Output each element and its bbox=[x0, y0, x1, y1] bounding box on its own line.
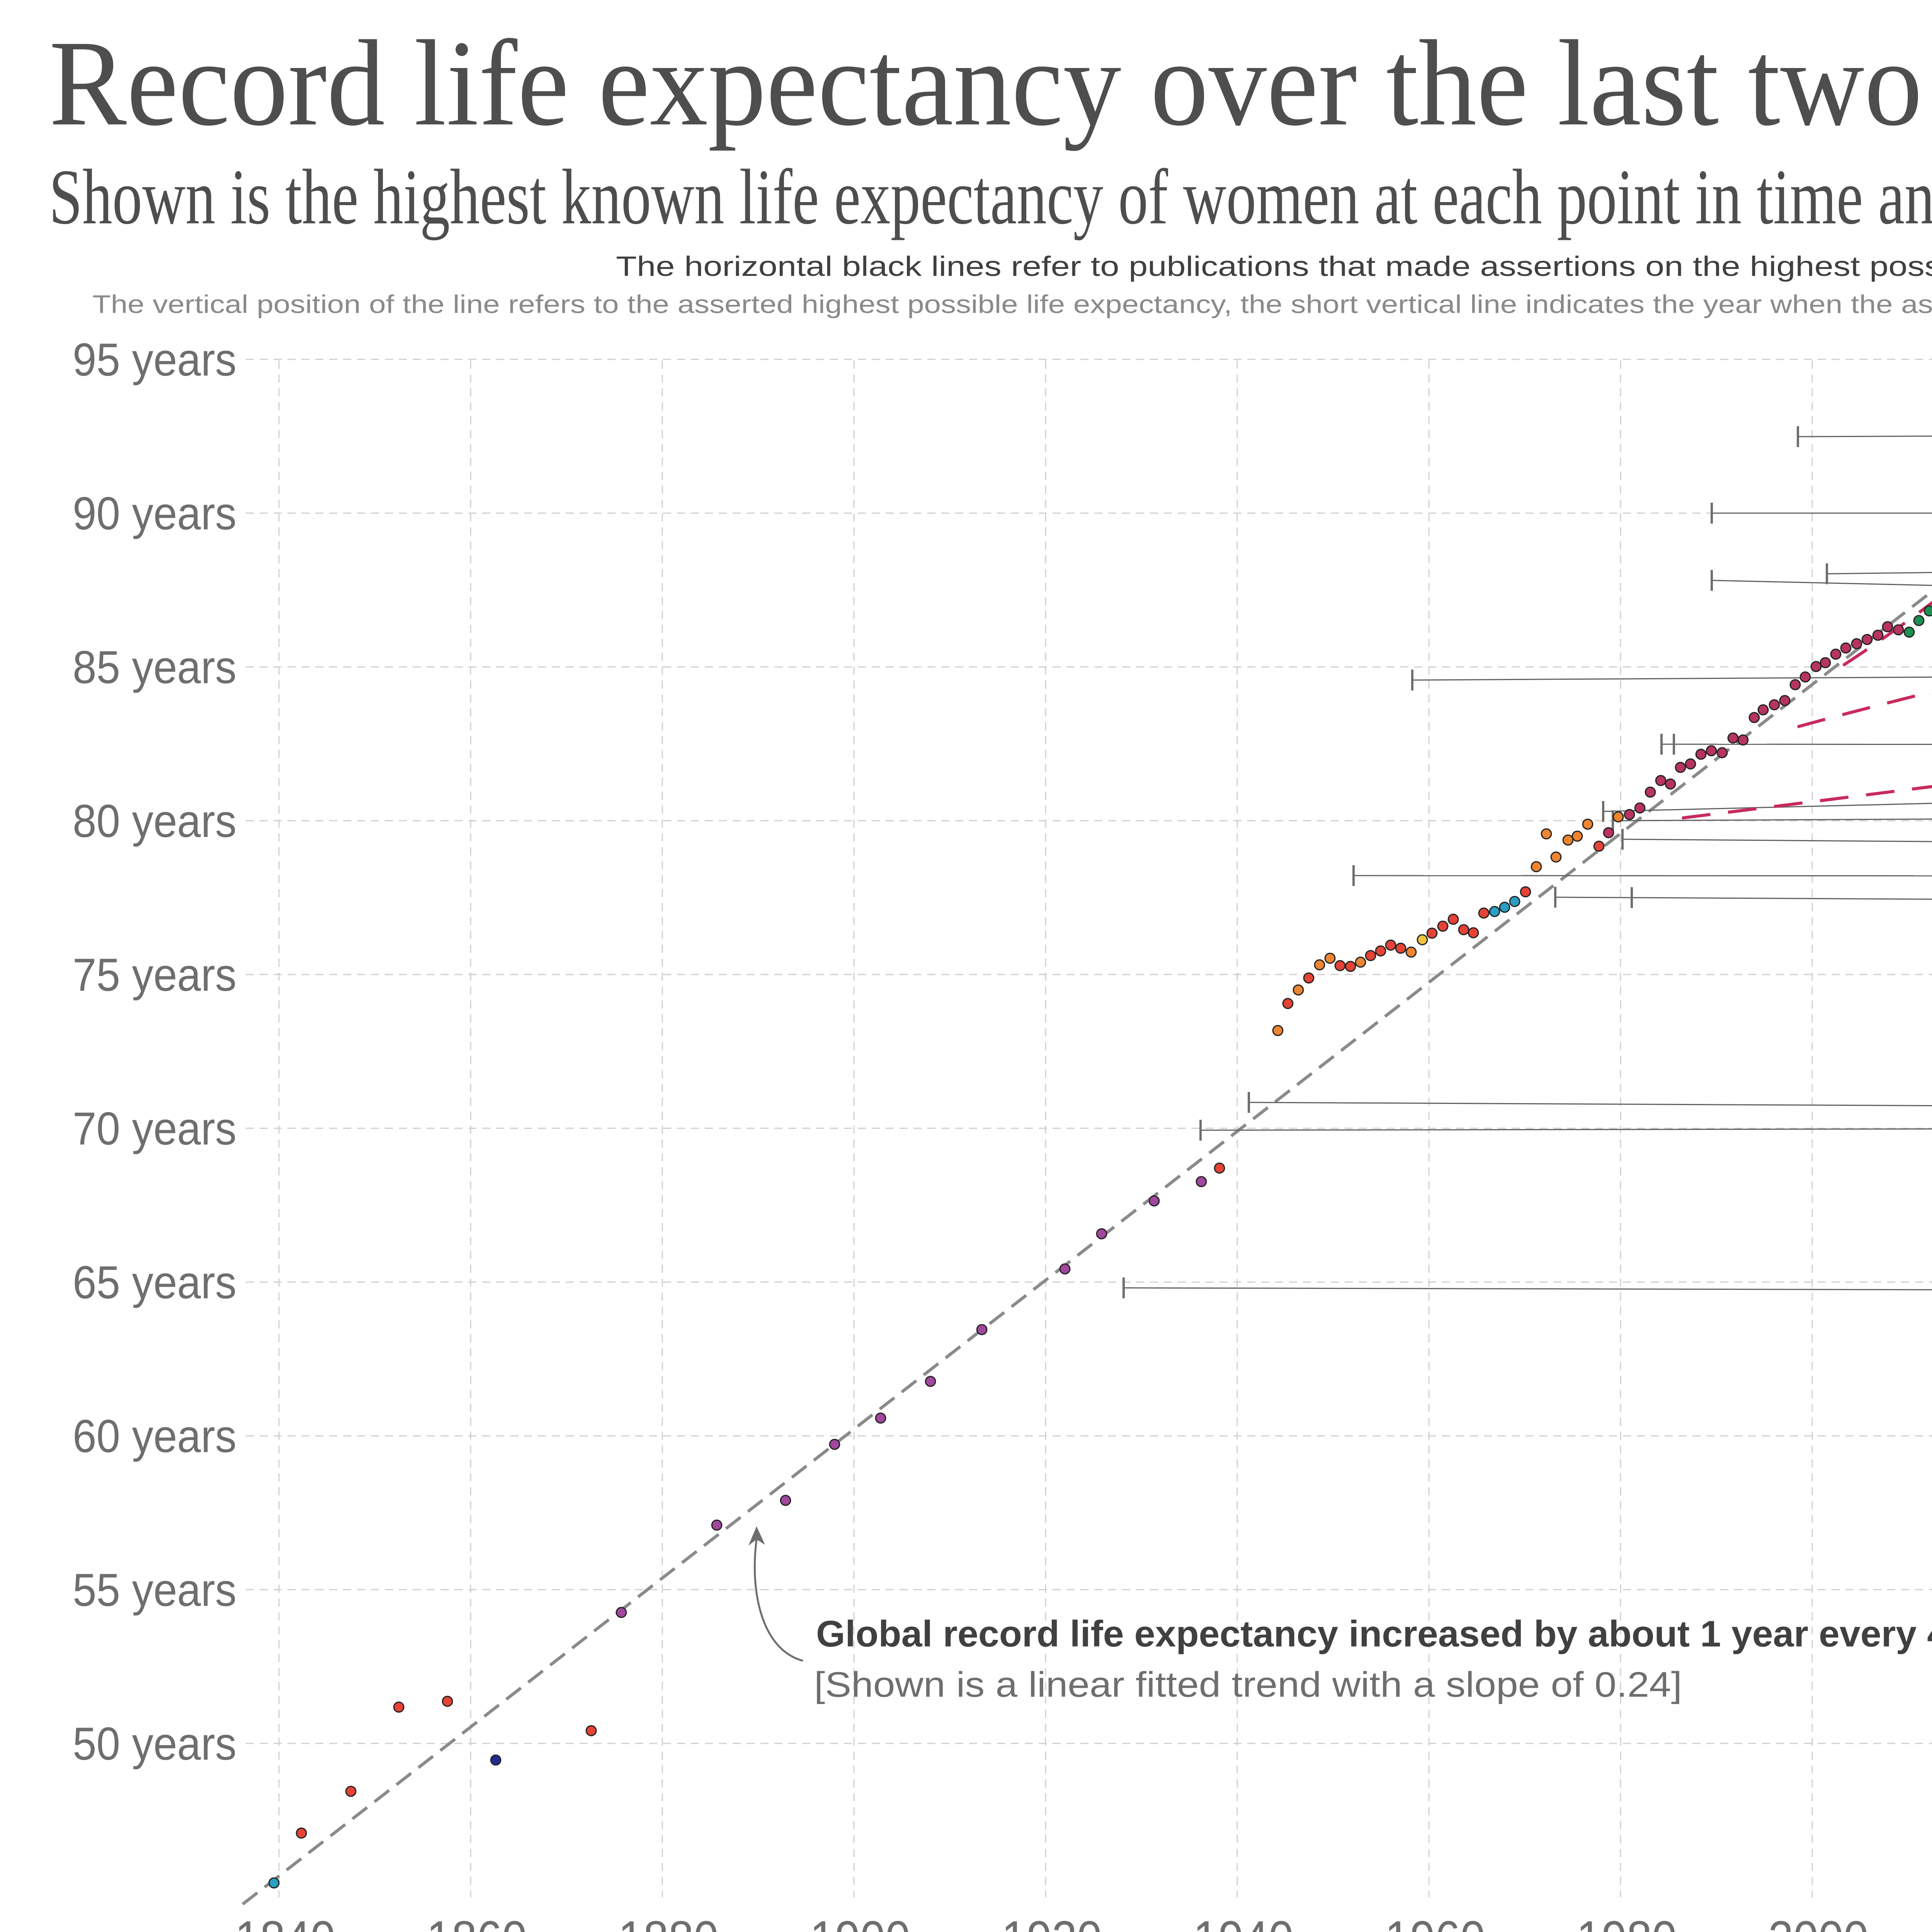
svg-text:Shown is the highest known lif: Shown is the highest known life expectan… bbox=[49, 153, 1932, 241]
svg-text:50 years: 50 years bbox=[73, 1718, 236, 1770]
svg-text:60 years: 60 years bbox=[73, 1410, 236, 1462]
svg-text:1900: 1900 bbox=[810, 1910, 910, 1932]
svg-text:2000: 2000 bbox=[1768, 1910, 1869, 1932]
svg-text:The horizontal black lines ref: The horizontal black lines refer to publ… bbox=[616, 251, 1932, 282]
svg-text:80 years: 80 years bbox=[73, 795, 236, 847]
svg-text:1940: 1940 bbox=[1193, 1910, 1294, 1932]
svg-text:75 years: 75 years bbox=[73, 949, 236, 1001]
svg-text:1920: 1920 bbox=[1002, 1910, 1102, 1932]
svg-text:1960: 1960 bbox=[1385, 1910, 1485, 1932]
svg-text:90 years: 90 years bbox=[73, 488, 236, 539]
svg-text:1980: 1980 bbox=[1577, 1910, 1677, 1932]
svg-text:[Shown is a linear fitted tren: [Shown is a linear fitted trend with a s… bbox=[814, 1665, 1682, 1704]
svg-text:1840: 1840 bbox=[235, 1910, 335, 1932]
svg-text:1880: 1880 bbox=[618, 1910, 719, 1932]
svg-text:The vertical position of the l: The vertical position of the line refers… bbox=[92, 290, 1932, 318]
svg-text:70 years: 70 years bbox=[73, 1103, 236, 1155]
svg-text:Record life expectancy over th: Record life expectancy over the last two… bbox=[49, 15, 1932, 151]
svg-text:55 years: 55 years bbox=[73, 1564, 236, 1616]
svg-text:65 years: 65 years bbox=[73, 1257, 236, 1308]
svg-text:Global record life expectancy: Global record life expectancy increased … bbox=[816, 1613, 1932, 1655]
svg-text:95 years: 95 years bbox=[73, 334, 236, 386]
svg-text:1860: 1860 bbox=[427, 1910, 527, 1932]
svg-text:85 years: 85 years bbox=[73, 641, 236, 693]
